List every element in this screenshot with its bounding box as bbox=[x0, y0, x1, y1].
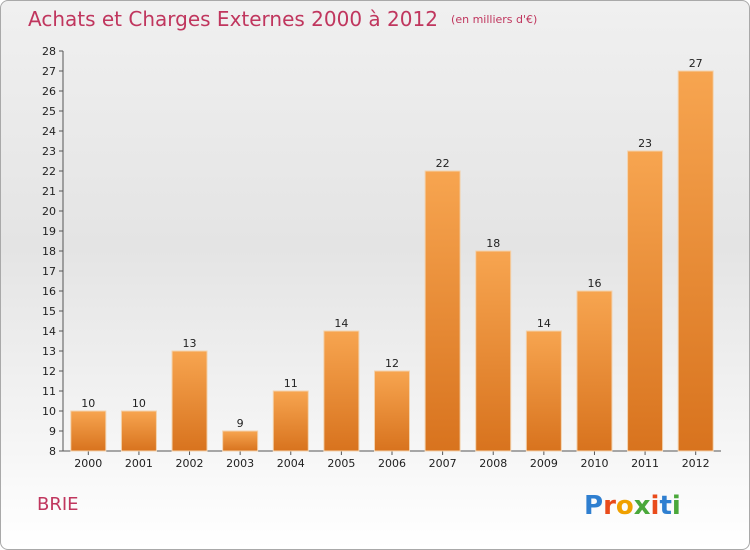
x-tick-label: 2000 bbox=[74, 457, 102, 470]
logo-letter: r bbox=[603, 491, 616, 521]
bar-value-label: 13 bbox=[183, 337, 197, 350]
x-tick-label: 2006 bbox=[378, 457, 406, 470]
y-tick-label: 13 bbox=[42, 345, 56, 358]
y-tick-label: 28 bbox=[42, 45, 56, 58]
bar-value-label: 23 bbox=[638, 137, 652, 150]
y-tick-label: 15 bbox=[42, 305, 56, 318]
y-tick-label: 12 bbox=[42, 365, 56, 378]
x-tick-label: 2001 bbox=[125, 457, 153, 470]
bar-2008 bbox=[475, 250, 512, 452]
commune-name: BRIE bbox=[37, 494, 79, 515]
bar-value-label: 14 bbox=[537, 317, 551, 330]
bar-2001 bbox=[120, 410, 157, 452]
y-tick-label: 25 bbox=[42, 105, 56, 118]
chart-bars bbox=[70, 70, 714, 452]
bar-value-label: 22 bbox=[436, 157, 450, 170]
y-tick-label: 19 bbox=[42, 225, 56, 238]
y-tick-label: 20 bbox=[42, 205, 56, 218]
logo-letter: P bbox=[584, 491, 604, 521]
bar-value-label: 27 bbox=[689, 57, 703, 70]
bar-value-label: 10 bbox=[132, 397, 146, 410]
y-tick-label: 23 bbox=[42, 145, 56, 158]
bar-2000 bbox=[70, 410, 107, 452]
bar-2003 bbox=[222, 430, 259, 452]
y-tick-label: 17 bbox=[42, 265, 56, 278]
bar-2004 bbox=[272, 390, 309, 452]
bar-value-label: 12 bbox=[385, 357, 399, 370]
y-tick-label: 14 bbox=[42, 325, 56, 338]
x-tick-label: 2009 bbox=[530, 457, 558, 470]
y-tick-label: 27 bbox=[42, 65, 56, 78]
bar-2012 bbox=[677, 70, 714, 452]
x-tick-label: 2003 bbox=[226, 457, 254, 470]
bar-2010 bbox=[576, 290, 613, 452]
logo-letter: x bbox=[633, 491, 651, 521]
bar-2007 bbox=[424, 170, 461, 452]
bar-value-label: 14 bbox=[334, 317, 348, 330]
bar-2002 bbox=[171, 350, 208, 452]
bar-2005 bbox=[323, 330, 360, 452]
chart-unit: (en milliers d'€) bbox=[451, 13, 538, 26]
bar-2006 bbox=[374, 370, 410, 452]
x-tick-label: 2011 bbox=[631, 457, 659, 470]
x-tick-label: 2010 bbox=[580, 457, 608, 470]
bar-value-label: 10 bbox=[81, 397, 95, 410]
proxiti-logo[interactable]: Proxiti bbox=[584, 491, 681, 521]
y-tick-label: 8 bbox=[49, 445, 56, 458]
y-tick-label: 21 bbox=[42, 185, 56, 198]
x-tick-label: 2005 bbox=[327, 457, 355, 470]
bar-value-label: 16 bbox=[587, 277, 601, 290]
chart-labels: 8 9 10 11 12 13 14 15 16 17 18 19 20 21 22 23 24 25 26 27 28… bbox=[42, 45, 710, 470]
logo-letter: o bbox=[615, 491, 634, 521]
chart-title: Achats et Charges Externes 2000 à 2012 bbox=[28, 7, 438, 31]
bar-value-label: 11 bbox=[284, 377, 298, 390]
bar-value-label: 18 bbox=[486, 237, 500, 250]
logo-letter: i bbox=[650, 491, 660, 521]
y-tick-label: 9 bbox=[49, 425, 56, 438]
bar-2009 bbox=[525, 330, 562, 452]
bar-2011 bbox=[627, 150, 664, 452]
y-tick-label: 10 bbox=[42, 405, 56, 418]
y-tick-label: 22 bbox=[42, 165, 56, 178]
y-tick-label: 11 bbox=[42, 385, 56, 398]
title-row: Achats et Charges Externes 2000 à 2012 (… bbox=[28, 7, 537, 31]
x-tick-label: 2008 bbox=[479, 457, 507, 470]
logo-letter: t bbox=[659, 491, 672, 521]
y-tick-label: 26 bbox=[42, 85, 56, 98]
x-tick-label: 2007 bbox=[429, 457, 457, 470]
y-tick-label: 18 bbox=[42, 245, 56, 258]
y-tick-label: 16 bbox=[42, 285, 56, 298]
x-tick-label: 2002 bbox=[176, 457, 204, 470]
x-tick-label: 2004 bbox=[277, 457, 305, 470]
x-tick-label: 2012 bbox=[682, 457, 710, 470]
logo-letter: i bbox=[671, 491, 681, 521]
y-tick-label: 24 bbox=[42, 125, 56, 138]
bar-value-label: 9 bbox=[237, 417, 244, 430]
